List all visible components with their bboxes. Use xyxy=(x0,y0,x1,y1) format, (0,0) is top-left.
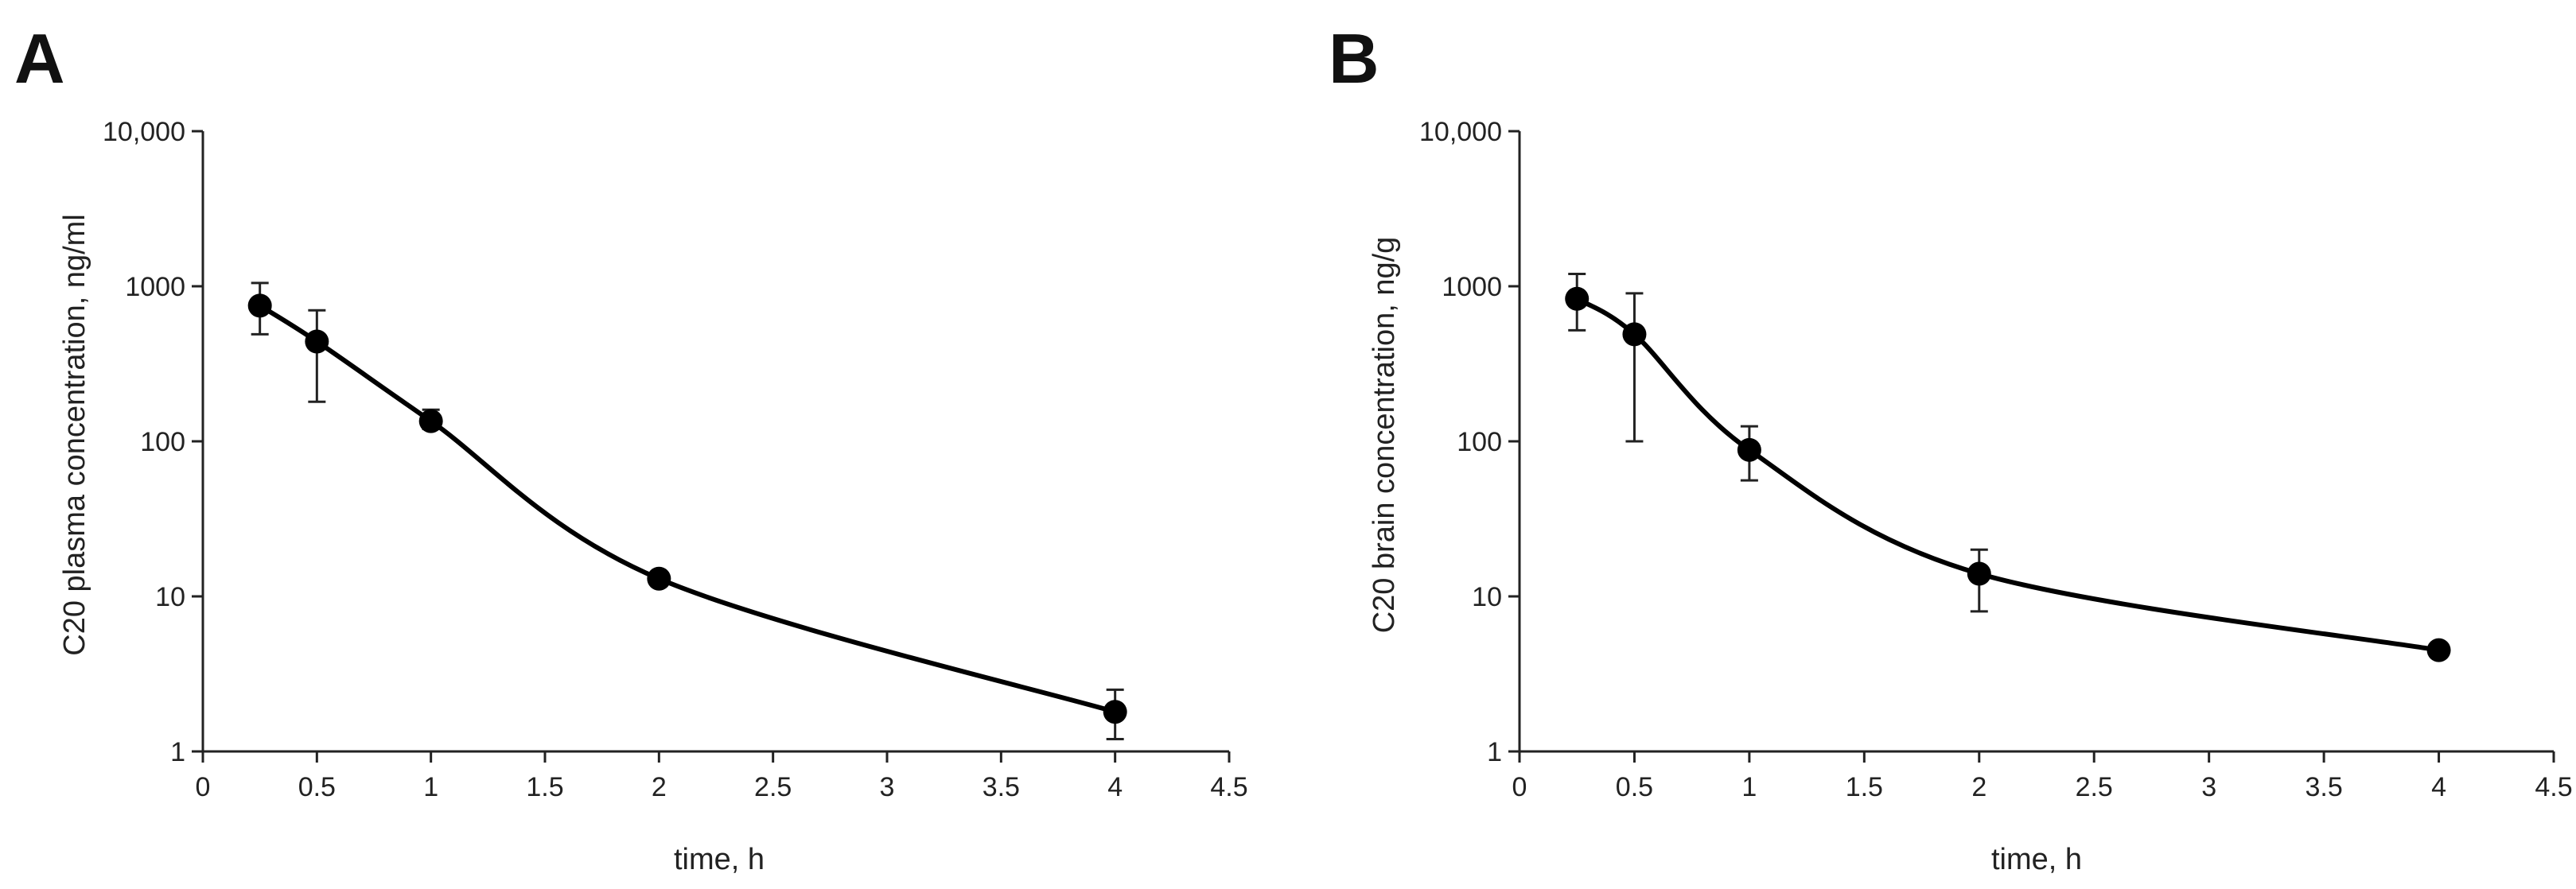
x-tick-label: 1.5 xyxy=(526,772,563,802)
x-tick-label: 2.5 xyxy=(2076,772,2113,802)
x-axis-title-a: time, h xyxy=(674,843,765,876)
data-point xyxy=(305,329,329,354)
x-tick-label: 3.5 xyxy=(983,772,1020,802)
x-tick-label: 1 xyxy=(1741,772,1757,802)
x-tick-label: 0 xyxy=(196,772,211,802)
y-tick-label: 1 xyxy=(1487,737,1502,767)
y-axis-title-b: C20 brain concentration, ng/g xyxy=(1368,237,1401,634)
data-point xyxy=(1103,700,1127,724)
x-tick-label: 4.5 xyxy=(2535,772,2572,802)
y-ticks-b: 1 10 100 1000 10,000 xyxy=(1419,117,1520,767)
panel-letter-b: B xyxy=(1329,19,1379,98)
y-tick-label: 1000 xyxy=(1442,272,1502,302)
x-tick-label: 0.5 xyxy=(1616,772,1653,802)
x-tick-label: 3.5 xyxy=(2305,772,2342,802)
x-tick-label: 4 xyxy=(1107,772,1123,802)
data-point xyxy=(1565,286,1590,311)
data-point xyxy=(647,566,671,591)
x-tick-label: 1.5 xyxy=(1846,772,1883,802)
data-point xyxy=(2426,638,2451,662)
data-point xyxy=(418,409,443,433)
y-tick-label: 10 xyxy=(1472,582,1502,612)
series-line-b xyxy=(1574,296,2442,653)
x-ticks-b: 0 0.5 1 1.5 2 2.5 3 3.5 4 4.5 xyxy=(1512,751,2573,802)
x-axis-title-b: time, h xyxy=(1991,843,2082,876)
plot-area-a xyxy=(247,281,1127,741)
y-tick-label: 10,000 xyxy=(103,117,185,147)
data-point xyxy=(247,293,272,318)
y-tick-label: 100 xyxy=(140,427,185,457)
x-ticks-a: 0 0.5 1 1.5 2 2.5 3 3.5 4 4.5 xyxy=(196,751,1248,802)
data-point xyxy=(1737,437,1761,462)
x-tick-label: 3 xyxy=(2201,772,2216,802)
y-tick-label: 1 xyxy=(170,737,185,767)
x-tick-label: 2 xyxy=(652,772,667,802)
data-point xyxy=(1967,561,1991,586)
axes-b xyxy=(1518,131,2554,753)
x-tick-label: 4.5 xyxy=(1210,772,1247,802)
y-axis-title-a: C20 plasma concentration, ng/ml xyxy=(58,214,91,656)
y-ticks-a: 1 10 100 1000 10,000 xyxy=(103,117,203,767)
y-tick-label: 10 xyxy=(155,582,185,612)
y-tick-label: 1000 xyxy=(125,272,185,302)
x-tick-label: 1 xyxy=(423,772,438,802)
plot-area-b xyxy=(1565,273,2451,662)
y-tick-label: 10,000 xyxy=(1419,117,1502,147)
x-tick-label: 0 xyxy=(1512,772,1527,802)
x-tick-label: 4 xyxy=(2431,772,2446,802)
data-point xyxy=(1622,322,1647,347)
axes-a xyxy=(201,131,1229,753)
panel-letter-a: A xyxy=(14,19,65,98)
error-bar xyxy=(1625,292,1644,443)
x-tick-label: 0.5 xyxy=(298,772,336,802)
x-tick-label: 2 xyxy=(1971,772,1986,802)
error-bar xyxy=(308,309,326,403)
y-tick-label: 100 xyxy=(1457,427,1502,457)
x-tick-label: 2.5 xyxy=(754,772,792,802)
series-line-a xyxy=(257,303,1118,715)
x-tick-label: 3 xyxy=(880,772,895,802)
